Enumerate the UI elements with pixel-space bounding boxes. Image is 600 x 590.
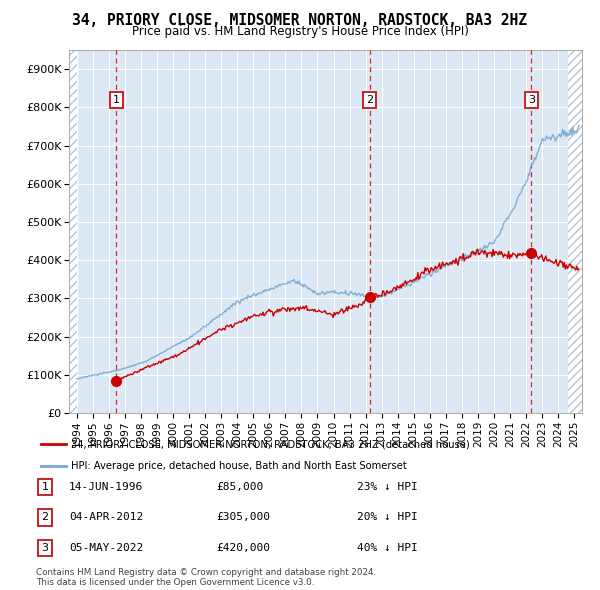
Text: 34, PRIORY CLOSE, MIDSOMER NORTON, RADSTOCK, BA3 2HZ: 34, PRIORY CLOSE, MIDSOMER NORTON, RADST… xyxy=(73,13,527,28)
Text: HPI: Average price, detached house, Bath and North East Somerset: HPI: Average price, detached house, Bath… xyxy=(71,461,407,471)
Bar xyxy=(568,50,582,413)
Text: 34, PRIORY CLOSE, MIDSOMER NORTON, RADSTOCK, BA3 2HZ (detached house): 34, PRIORY CLOSE, MIDSOMER NORTON, RADST… xyxy=(71,440,470,450)
Text: Price paid vs. HM Land Registry's House Price Index (HPI): Price paid vs. HM Land Registry's House … xyxy=(131,25,469,38)
Text: 3: 3 xyxy=(528,95,535,105)
Text: Contains HM Land Registry data © Crown copyright and database right 2024.
This d: Contains HM Land Registry data © Crown c… xyxy=(36,568,376,587)
Text: 1: 1 xyxy=(41,482,49,491)
Text: 40% ↓ HPI: 40% ↓ HPI xyxy=(357,543,418,553)
Text: £420,000: £420,000 xyxy=(216,543,270,553)
Bar xyxy=(69,50,77,413)
Bar xyxy=(69,50,77,413)
Text: 3: 3 xyxy=(41,543,49,553)
Text: 1: 1 xyxy=(113,95,120,105)
Text: 2: 2 xyxy=(366,95,373,105)
Text: 2: 2 xyxy=(41,513,49,522)
Text: 05-MAY-2022: 05-MAY-2022 xyxy=(69,543,143,553)
Text: £85,000: £85,000 xyxy=(216,482,263,491)
Bar xyxy=(568,50,582,413)
Text: 20% ↓ HPI: 20% ↓ HPI xyxy=(357,513,418,522)
Text: £305,000: £305,000 xyxy=(216,513,270,522)
Text: 23% ↓ HPI: 23% ↓ HPI xyxy=(357,482,418,491)
Text: 04-APR-2012: 04-APR-2012 xyxy=(69,513,143,522)
Text: 14-JUN-1996: 14-JUN-1996 xyxy=(69,482,143,491)
